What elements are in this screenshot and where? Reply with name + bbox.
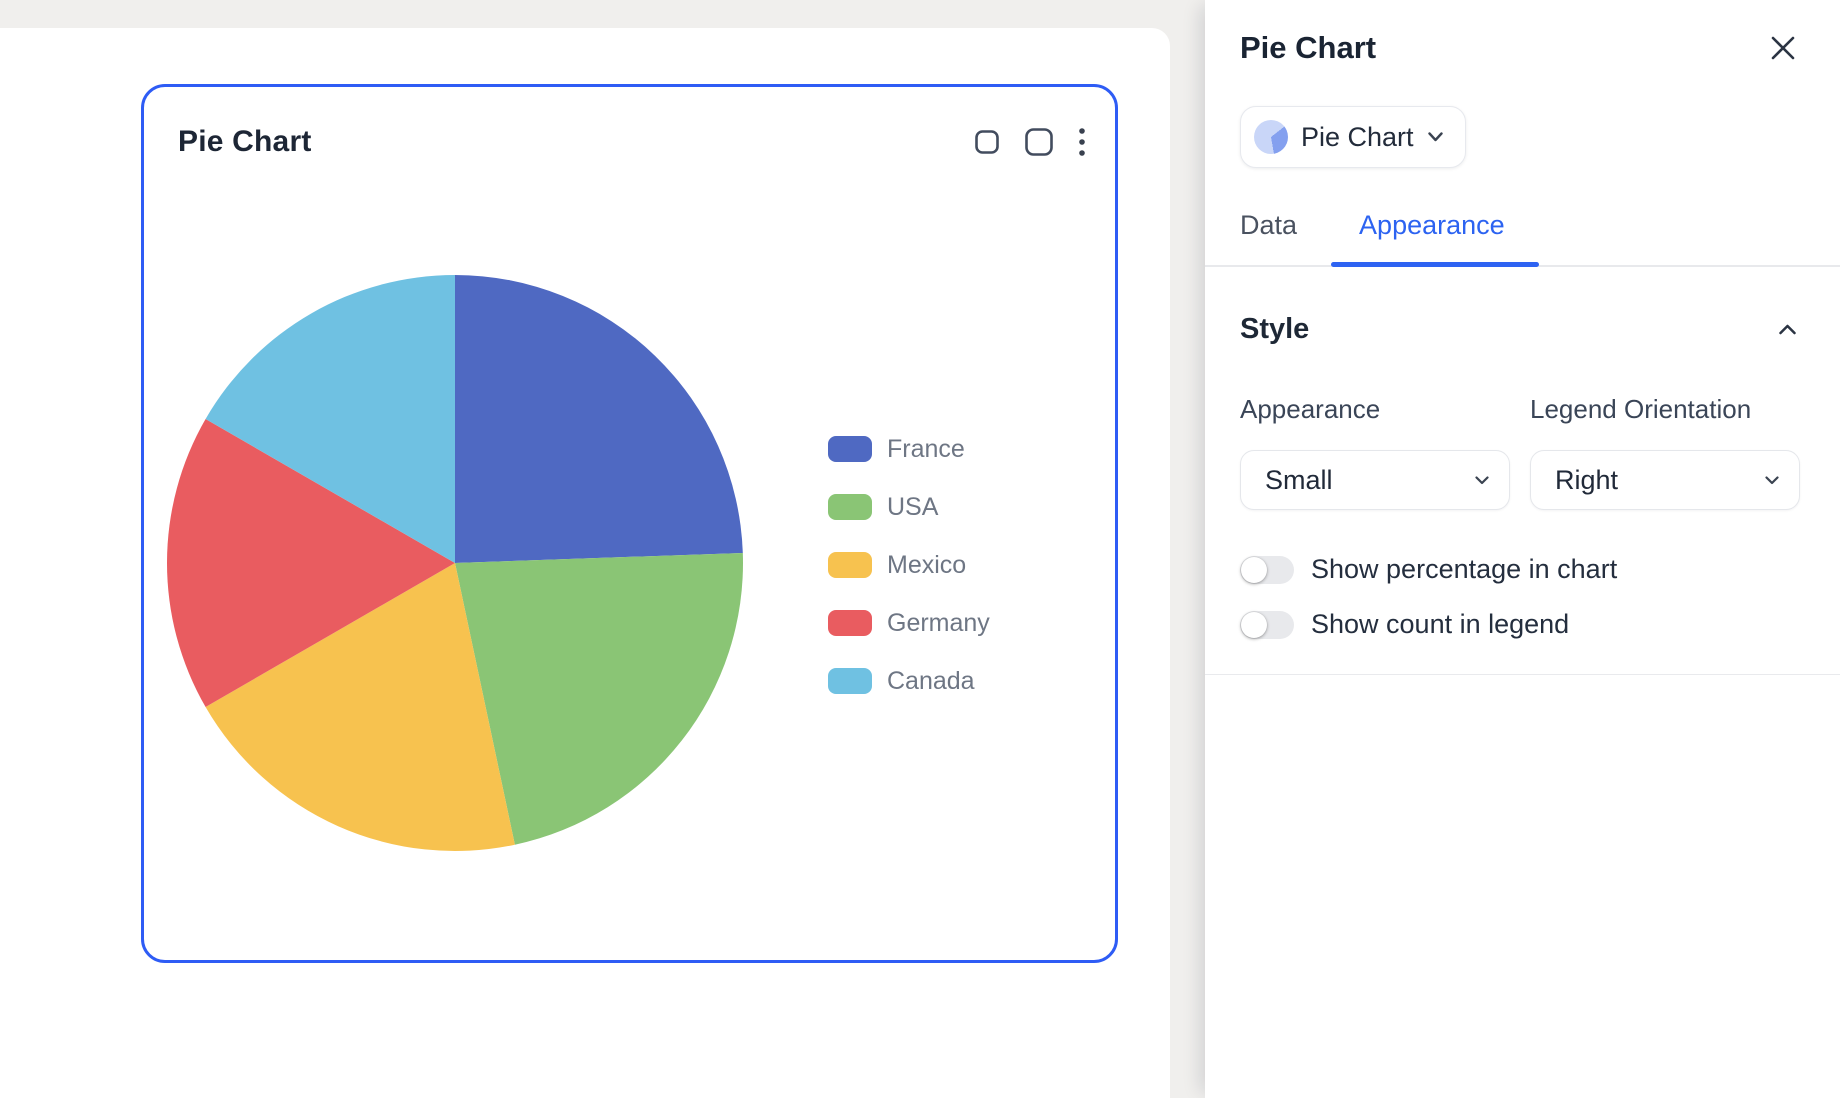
pie-chart-type-icon [1254, 120, 1288, 154]
legend-label: Germany [887, 608, 990, 637]
pie-slice-canada [205, 275, 455, 563]
tab-appearance[interactable]: Appearance [1331, 210, 1539, 267]
small-square-icon [975, 130, 999, 154]
resize-large-button[interactable] [1025, 128, 1053, 156]
legend-label: Canada [887, 666, 975, 695]
legend-swatch [828, 552, 872, 578]
kebab-menu-icon [1079, 128, 1085, 156]
pie-chart-widget[interactable]: Pie Chart [141, 84, 1118, 963]
appearance-select-value: Small [1265, 464, 1333, 495]
chart-legend: France USA Mexico Germany Canada [828, 434, 990, 726]
style-toggles: Show percentage in chart Show count in l… [1240, 554, 1800, 640]
widget-title: Pie Chart [178, 125, 312, 158]
style-heading: Style [1240, 313, 1310, 345]
widget-header: Pie Chart [178, 125, 1085, 159]
show-percentage-toggle[interactable] [1240, 555, 1294, 584]
pie-chart [165, 273, 745, 853]
show-count-toggle[interactable] [1240, 610, 1294, 639]
tab-data[interactable]: Data [1240, 210, 1311, 265]
pie-slice-germany [166, 419, 455, 707]
legend-item: France [828, 434, 990, 463]
widget-toolbar [975, 128, 1085, 156]
toggle-row-count: Show count in legend [1240, 609, 1800, 640]
style-fields: Appearance Legend Orientation Small Righ… [1240, 394, 1800, 510]
legend-item: Germany [828, 608, 990, 637]
legend-orientation-select-value: Right [1555, 464, 1619, 495]
chevron-up-icon [1779, 324, 1796, 335]
legend-swatch [828, 494, 872, 520]
chevron-down-icon [1765, 475, 1779, 485]
dashboard-canvas: Pie Chart [0, 28, 1170, 1098]
widget-menu-button[interactable] [1079, 128, 1085, 156]
show-count-label: Show count in legend [1311, 609, 1570, 639]
toggle-knob [1241, 556, 1267, 583]
legend-item: Canada [828, 666, 990, 695]
legend-label: France [887, 434, 965, 463]
legend-item: USA [828, 492, 990, 521]
legend-label: Mexico [887, 550, 967, 579]
style-section-header: Style [1240, 313, 1800, 346]
legend-orientation-label: Legend Orientation [1530, 394, 1752, 424]
pie-slice-mexico [205, 563, 515, 851]
legend-orientation-select[interactable]: Right [1530, 450, 1800, 510]
panel-title: Pie Chart [1240, 30, 1377, 65]
chevron-down-icon [1427, 132, 1443, 142]
toggle-knob [1241, 611, 1267, 638]
close-icon [1770, 35, 1796, 61]
appearance-select[interactable]: Small [1240, 450, 1510, 510]
panel-header: Pie Chart [1240, 30, 1800, 66]
chart-type-selector[interactable]: Pie Chart [1240, 106, 1466, 168]
legend-label: USA [887, 492, 939, 521]
large-square-icon [1025, 128, 1053, 156]
pie-slice-usa [455, 552, 744, 845]
toggle-row-percentage: Show percentage in chart [1240, 554, 1800, 585]
chevron-down-icon [1475, 475, 1489, 485]
settings-panel: Pie Chart Pie Chart Data Appearance Styl… [1205, 0, 1840, 1098]
legend-swatch [828, 610, 872, 636]
panel-tabs: Data Appearance [1205, 210, 1840, 267]
legend-item: Mexico [828, 550, 990, 579]
chart-type-label: Pie Chart [1301, 121, 1414, 152]
section-divider [1205, 674, 1840, 675]
resize-small-button[interactable] [975, 130, 999, 154]
pie-slice-france [455, 275, 743, 563]
close-panel-button[interactable] [1766, 31, 1800, 65]
appearance-label: Appearance [1240, 394, 1381, 424]
show-percentage-label: Show percentage in chart [1311, 554, 1618, 584]
legend-swatch [828, 436, 872, 462]
legend-swatch [828, 668, 872, 694]
collapse-style-button[interactable] [1775, 320, 1800, 339]
